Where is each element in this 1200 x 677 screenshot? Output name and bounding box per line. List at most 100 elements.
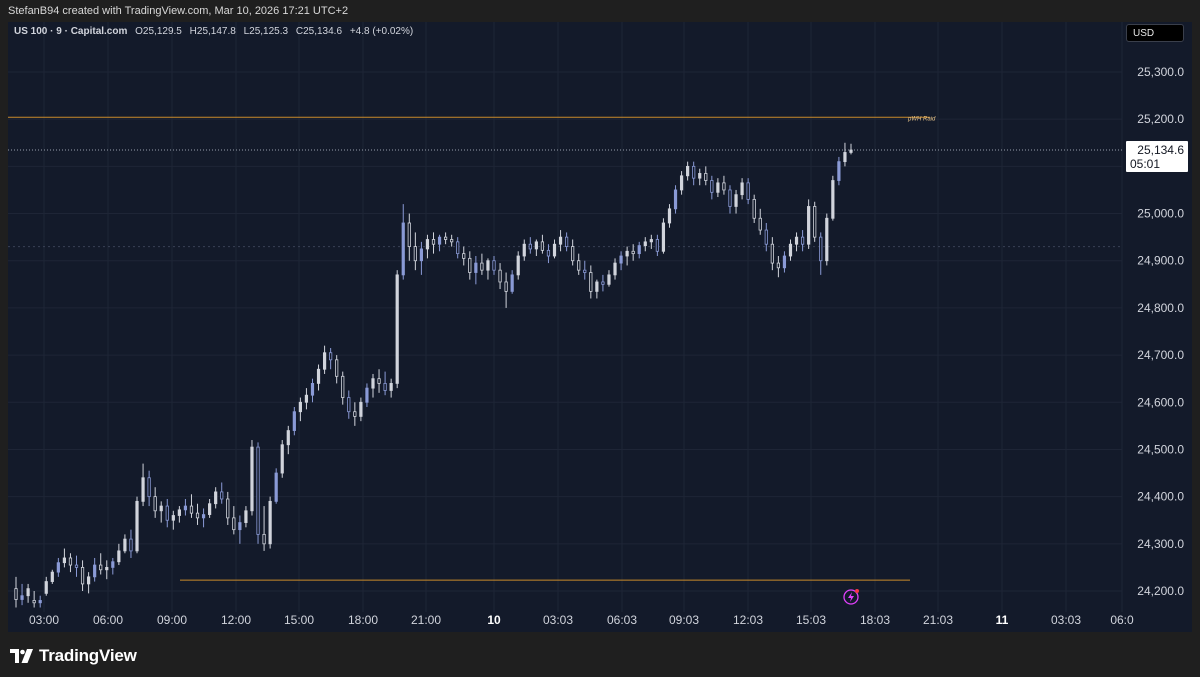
time-tick-label: 18:00 xyxy=(348,613,378,627)
candle xyxy=(335,355,339,384)
chart-pane[interactable]: pWH Raid 25,300.025,200.025,100.025,000.… xyxy=(8,22,1192,632)
candle xyxy=(286,425,290,455)
close-value: C25,134.6 xyxy=(295,26,343,37)
candle xyxy=(619,251,623,271)
candle xyxy=(74,555,79,577)
candle xyxy=(655,234,659,257)
candle xyxy=(244,506,248,528)
candle-body xyxy=(280,444,284,474)
candle xyxy=(552,239,557,259)
candle-body xyxy=(558,236,563,245)
candle xyxy=(68,553,73,573)
candle xyxy=(450,234,454,247)
currency-button[interactable]: USD xyxy=(1126,24,1184,42)
candle xyxy=(480,253,484,275)
brand-name: TradingView xyxy=(39,646,137,665)
candle-body xyxy=(534,241,538,250)
candle xyxy=(359,397,363,422)
candle-body xyxy=(322,352,327,370)
candle-body xyxy=(147,477,151,498)
candle xyxy=(516,251,520,280)
candle-body xyxy=(32,600,36,604)
candle xyxy=(87,572,91,594)
candle-body xyxy=(159,505,163,512)
candle xyxy=(129,529,133,558)
candle-body xyxy=(722,182,726,191)
candle xyxy=(256,442,260,544)
time-axis: 03:00 06:00 09:00 12:00 15:00 18:00 21:00 10 03:… xyxy=(29,589,1134,627)
candle xyxy=(831,175,835,221)
candle-body xyxy=(752,198,756,219)
symbol-label[interactable]: US 100 · 9 · Capital.com xyxy=(14,26,128,37)
last-price-tag: 25,134.605:01 xyxy=(1126,141,1188,173)
candle-body xyxy=(643,241,647,247)
candle xyxy=(704,166,708,186)
candle xyxy=(250,440,254,516)
candle-body xyxy=(389,382,393,391)
flash-alert-icon-bolt xyxy=(848,592,854,602)
candle-body xyxy=(813,206,817,238)
candle-body xyxy=(450,239,454,243)
last-price-tag-bg xyxy=(1126,141,1188,173)
price-tick-label: 25,000.0 xyxy=(1137,207,1184,221)
flash-alert-icon-dot xyxy=(855,589,859,593)
candle-body xyxy=(20,595,24,600)
candle-body xyxy=(141,477,145,502)
time-tick-label: 03:03 xyxy=(543,613,573,627)
candle-body xyxy=(613,262,617,276)
candle xyxy=(522,239,526,261)
candle-body xyxy=(734,194,738,207)
time-tick-label: 10 xyxy=(487,613,501,627)
candle-body xyxy=(504,281,508,292)
tradingview-logo-icon xyxy=(10,649,33,663)
candle-body xyxy=(177,509,181,516)
candle-body xyxy=(111,561,115,568)
attribution-header: StefanB94 created with TradingView.com, … xyxy=(0,0,1200,22)
price-tick-label: 25,200.0 xyxy=(1137,112,1184,126)
candle xyxy=(123,534,127,554)
candle-body xyxy=(474,262,478,273)
candle xyxy=(758,208,762,235)
candle xyxy=(794,232,799,252)
candle xyxy=(571,239,575,266)
candle xyxy=(540,234,545,254)
candle-body xyxy=(794,236,799,245)
candle-body xyxy=(14,588,18,600)
candle xyxy=(159,501,163,523)
candle xyxy=(310,378,315,403)
candle xyxy=(740,178,744,200)
candle xyxy=(613,258,617,280)
flash-alert-icon[interactable] xyxy=(843,589,859,605)
candle xyxy=(201,508,206,528)
time-tick-label: 06:03 xyxy=(607,613,637,627)
candle-body xyxy=(99,564,103,571)
candle xyxy=(371,373,375,398)
candle xyxy=(147,470,151,507)
price-chart[interactable]: pWH Raid 25,300.025,200.025,100.025,000.… xyxy=(8,22,1192,632)
candle-body xyxy=(310,382,315,396)
candle-body xyxy=(189,505,194,514)
candle xyxy=(716,178,720,198)
time-tick-label: 12:03 xyxy=(733,613,763,627)
candle-body xyxy=(492,260,496,271)
candle-body xyxy=(692,165,696,179)
candle-body xyxy=(371,378,375,389)
candle-body xyxy=(298,401,302,413)
candle xyxy=(413,232,417,271)
candle xyxy=(353,402,357,426)
tradingview-logo[interactable]: TradingView xyxy=(10,646,137,666)
candle xyxy=(226,491,230,525)
candle-body xyxy=(704,173,708,181)
candle xyxy=(782,251,787,273)
candle-body xyxy=(468,257,472,273)
candle xyxy=(389,378,393,398)
candle xyxy=(746,178,750,205)
countdown-value: 05:01 xyxy=(1130,157,1160,171)
candle-body xyxy=(262,533,266,545)
candle-body xyxy=(347,397,351,413)
candle xyxy=(341,371,345,405)
candle-body xyxy=(686,165,690,177)
candle-body xyxy=(577,260,581,271)
candle-body xyxy=(807,206,811,245)
candle xyxy=(401,204,405,280)
